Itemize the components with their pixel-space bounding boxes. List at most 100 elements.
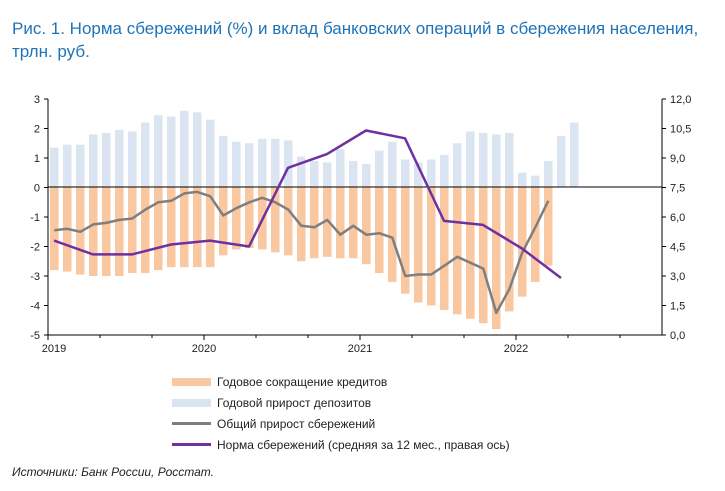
bar-credit bbox=[401, 187, 410, 294]
bar-credit bbox=[128, 187, 137, 274]
left-tick-label: 1 bbox=[34, 153, 40, 165]
bar-deposit bbox=[401, 159, 410, 187]
right-axis-ticks: 12,0 10,5 9,0 7,5 6,0 4,5 3,0 1,5 0,0 bbox=[662, 94, 691, 342]
bar-credit bbox=[167, 187, 176, 268]
right-tick-label: 6,0 bbox=[670, 212, 685, 224]
bar-deposit bbox=[323, 162, 332, 187]
bar-deposit bbox=[284, 140, 293, 187]
right-tick-label: 1,5 bbox=[670, 301, 685, 313]
bar-credit bbox=[505, 187, 514, 312]
bar-deposit bbox=[505, 132, 514, 187]
bar-credit bbox=[492, 187, 501, 330]
x-axis-ticks: 2019 2020 2021 2022 bbox=[42, 335, 621, 355]
x-tick-label: 2022 bbox=[504, 343, 528, 355]
bar-credit bbox=[479, 187, 488, 324]
bar-deposit bbox=[258, 138, 267, 187]
bar-credit bbox=[193, 187, 202, 268]
right-tick-label: 0,0 bbox=[670, 330, 685, 342]
right-tick-label: 10,5 bbox=[670, 124, 691, 136]
chart-title: Рис. 1. Норма сбережений (%) и вклад бан… bbox=[12, 19, 699, 61]
bar-deposit bbox=[141, 122, 150, 187]
bar-deposit bbox=[492, 134, 501, 187]
bar-credit bbox=[310, 187, 319, 259]
source-note: Источники: Банк России, Росстат. bbox=[12, 465, 214, 479]
x-tick-label: 2020 bbox=[192, 343, 216, 355]
line-total-savings bbox=[54, 190, 550, 315]
bar-credit bbox=[232, 187, 241, 250]
bar-credit bbox=[544, 187, 553, 266]
legend-label-deposit: Годовой прирост депозитов bbox=[217, 395, 372, 410]
bar-deposit bbox=[297, 156, 306, 187]
bar-deposit bbox=[544, 160, 553, 187]
bar-deposit bbox=[570, 122, 579, 187]
legend-item-deposit: Годовой прирост депозитов bbox=[172, 392, 712, 413]
bar-credit bbox=[427, 187, 436, 306]
bar-credit bbox=[141, 187, 150, 274]
left-tick-label: -4 bbox=[30, 301, 40, 313]
bar-credit bbox=[219, 187, 228, 256]
right-tick-label: 3,0 bbox=[670, 271, 685, 283]
right-tick-label: 9,0 bbox=[670, 153, 685, 165]
left-tick-label: 0 bbox=[34, 183, 40, 195]
bar-credit bbox=[180, 187, 189, 268]
bar-deposit bbox=[375, 150, 384, 187]
legend-item-rate: Норма сбережений (средняя за 12 мес., пр… bbox=[172, 434, 712, 455]
left-tick-label: -1 bbox=[30, 212, 40, 224]
bar-deposit bbox=[245, 143, 254, 187]
legend-label-total: Общий прирост сбережений bbox=[217, 416, 376, 431]
bar-deposit bbox=[531, 175, 540, 187]
left-tick-label: -2 bbox=[30, 242, 40, 254]
bar-deposit bbox=[89, 134, 98, 187]
bar-credit bbox=[388, 187, 397, 282]
bar-deposit bbox=[50, 147, 59, 187]
bar-deposit bbox=[414, 162, 423, 187]
left-tick-label: 3 bbox=[34, 94, 40, 106]
bar-credit bbox=[154, 187, 163, 271]
bar-deposit bbox=[219, 135, 228, 187]
bar-credit bbox=[89, 187, 98, 276]
bar-deposit bbox=[388, 141, 397, 187]
bar-credit bbox=[336, 187, 345, 259]
bar-deposit bbox=[557, 135, 566, 187]
bar-credit bbox=[349, 187, 358, 259]
bar-deposit bbox=[362, 163, 371, 187]
bar-credit bbox=[245, 187, 254, 248]
bar-deposit bbox=[453, 143, 462, 187]
bar-deposit bbox=[102, 132, 111, 187]
bar-credit bbox=[414, 187, 423, 303]
bar-deposit bbox=[479, 132, 488, 187]
bar-credit bbox=[362, 187, 371, 265]
legend-swatch-credit bbox=[172, 377, 211, 386]
bar-deposit bbox=[206, 119, 215, 187]
legend-label-credit: Годовое сокращение кредитов bbox=[217, 374, 388, 389]
left-tick-label: -5 bbox=[30, 330, 40, 342]
bar-deposit bbox=[128, 131, 137, 187]
bar-credit bbox=[375, 187, 384, 274]
legend-item-credit: Годовое сокращение кредитов bbox=[172, 371, 712, 392]
bar-deposit bbox=[466, 131, 475, 187]
line-savings-rate bbox=[53, 129, 562, 279]
bar-credit bbox=[284, 187, 293, 256]
left-tick-label: 2 bbox=[34, 124, 40, 136]
bar-deposit bbox=[427, 159, 436, 187]
bar-credit bbox=[323, 187, 332, 257]
bar-credit bbox=[271, 187, 280, 253]
legend-swatch-rate bbox=[172, 443, 211, 446]
bar-credit bbox=[531, 187, 540, 282]
bar-deposit bbox=[167, 116, 176, 187]
bar-credit bbox=[518, 187, 527, 297]
legend-swatch-deposit bbox=[172, 398, 211, 407]
bar-deposit bbox=[115, 129, 124, 187]
bars-credit bbox=[50, 187, 553, 330]
legend-swatch-total bbox=[172, 422, 211, 425]
bars-deposit bbox=[50, 110, 579, 187]
right-tick-label: 7,5 bbox=[670, 183, 685, 195]
bar-credit bbox=[440, 187, 449, 310]
bar-credit bbox=[453, 187, 462, 315]
bar-deposit bbox=[310, 160, 319, 187]
bar-credit bbox=[102, 187, 111, 276]
x-tick-label: 2021 bbox=[348, 343, 372, 355]
bar-deposit bbox=[232, 141, 241, 187]
bar-deposit bbox=[154, 115, 163, 187]
